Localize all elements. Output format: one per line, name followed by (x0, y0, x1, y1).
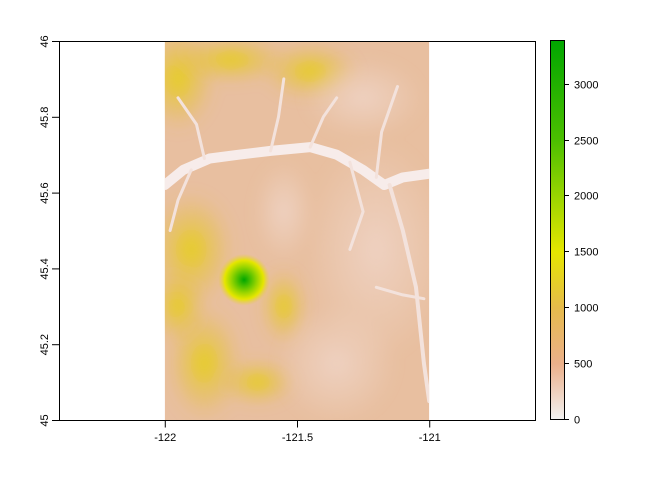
tributaries (168, 77, 430, 404)
tributary-6 (168, 168, 193, 232)
legend-tick-label: 1500 (574, 247, 598, 259)
legend-tick-label: 500 (574, 359, 592, 371)
y-axis-tick-label: 45.8 (39, 107, 51, 128)
lowland-area-2 (303, 57, 424, 138)
elevation-raster (164, 41, 430, 420)
lowland-area-3 (253, 161, 314, 262)
y-axis-tick-label: 45.2 (39, 334, 51, 355)
legend-frame (550, 40, 565, 420)
legend-tick-label: 1000 (574, 303, 598, 315)
lowland-area-1 (276, 303, 397, 420)
x-axis-tick-label: -121 (419, 432, 441, 444)
lowland-areas (253, 57, 430, 420)
legend: 0 500 1000 1500 2000 2500 3000 (550, 40, 598, 427)
tributary-0 (176, 96, 206, 160)
y-axis-tick-label: 46 (39, 35, 51, 47)
tributary-7 (374, 285, 426, 301)
legend-tick-label: 3000 (574, 80, 598, 92)
legend-colorbar (550, 40, 564, 420)
tributary-1 (269, 77, 286, 153)
legend-ticks: 0 500 1000 1500 2000 2500 3000 (564, 80, 598, 427)
y-axis-tick-label: 45.6 (39, 182, 51, 203)
legend-tick-label: 2000 (574, 191, 598, 203)
tributary-5 (348, 160, 365, 251)
mountain-peak (218, 253, 271, 306)
x-axis-tick-label: -121.5 (282, 432, 313, 444)
highland-area-6 (164, 266, 208, 347)
legend-tick-label: 2500 (574, 136, 598, 148)
tributary-3 (374, 85, 399, 179)
y-axis-tick-label: 45.4 (39, 258, 51, 279)
y-axis-tick-label: 45 (39, 414, 51, 426)
x-axis: -122 -121.5 -121 (154, 420, 441, 444)
y-axis: 45 45.2 45.4 45.6 45.8 46 (39, 35, 60, 427)
tributary-2 (308, 96, 339, 149)
legend-tick-label: 0 (574, 415, 580, 427)
x-axis-tick-label: -122 (154, 432, 176, 444)
tributary-4 (387, 183, 430, 404)
